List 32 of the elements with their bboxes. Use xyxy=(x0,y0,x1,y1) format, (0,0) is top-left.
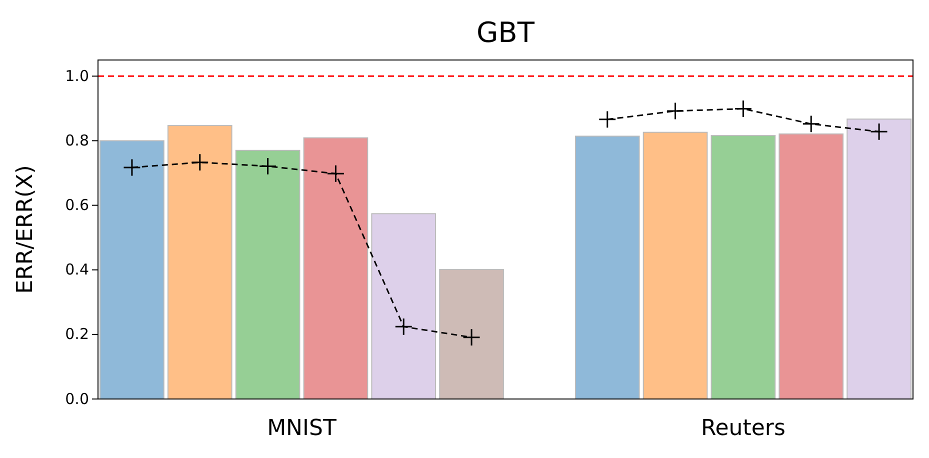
point xyxy=(666,102,684,120)
point xyxy=(598,110,616,128)
y-tick-label: 0.0 xyxy=(65,390,89,408)
point xyxy=(802,114,820,133)
bar xyxy=(574,136,640,400)
y-tick-label: 0.8 xyxy=(65,132,89,150)
bar xyxy=(100,140,164,400)
bar xyxy=(439,269,504,400)
point xyxy=(870,122,888,141)
point xyxy=(190,153,209,172)
bar xyxy=(371,213,436,400)
text: Reuters xyxy=(700,416,786,441)
point xyxy=(258,157,277,176)
bar xyxy=(846,118,912,400)
bar xyxy=(235,150,300,400)
point xyxy=(462,328,481,346)
point xyxy=(122,158,141,176)
point xyxy=(394,318,413,336)
bar xyxy=(642,132,708,400)
chart-title: GBT xyxy=(476,16,536,49)
text: MNIST xyxy=(267,416,337,441)
bar xyxy=(710,135,776,400)
bar xyxy=(167,125,232,400)
point xyxy=(326,164,345,183)
y-tick-label: 1.0 xyxy=(65,66,89,85)
bar xyxy=(778,133,844,400)
y-axis-title: ERR/ERR(X) xyxy=(13,165,38,294)
y-tick-label: 0.2 xyxy=(65,325,89,344)
bar xyxy=(303,137,368,400)
y-tick-label: 0.6 xyxy=(65,196,89,214)
point xyxy=(734,100,752,118)
y-tick-label: 0.4 xyxy=(65,260,89,279)
